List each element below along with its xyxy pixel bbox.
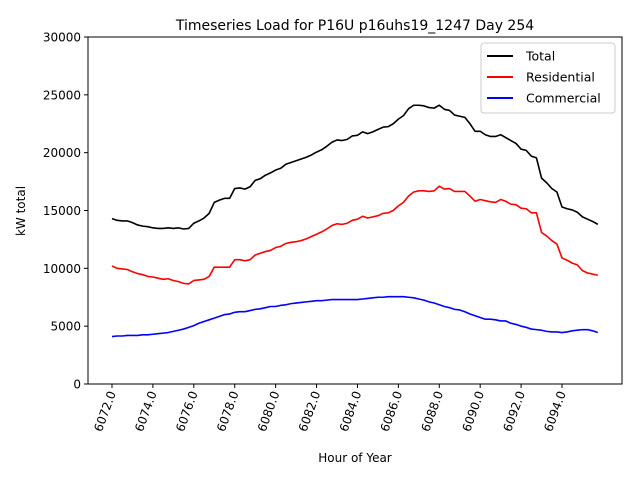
series-layer [111,104,599,338]
y-axis: 0 5000 10000 15000 20000 25000 30000 [43,31,88,392]
legend-box [480,42,616,114]
legend: Total Residential Commercial [480,42,616,114]
series-line-total [111,104,599,230]
series-line-commercial [111,295,599,338]
legend-label-total: Total [525,49,555,64]
legend-label-residential: Residential [526,70,595,85]
y-tick-label: 15000 [43,204,81,218]
chart-title: Timeseries Load for P16U p16uhs19_1247 D… [175,18,534,34]
series-line-residential [111,185,598,285]
x-axis-label: Hour of Year [318,451,392,465]
y-tick-label: 20000 [43,146,81,160]
y-tick-label: 30000 [43,31,81,45]
y-tick-label: 25000 [43,88,81,102]
y-tick-label: 10000 [43,262,81,276]
legend-label-commercial: Commercial [526,91,601,106]
y-tick-label: 5000 [50,320,81,334]
y-axis-label: kW total [14,186,28,236]
y-tick-label: 0 [73,378,81,392]
